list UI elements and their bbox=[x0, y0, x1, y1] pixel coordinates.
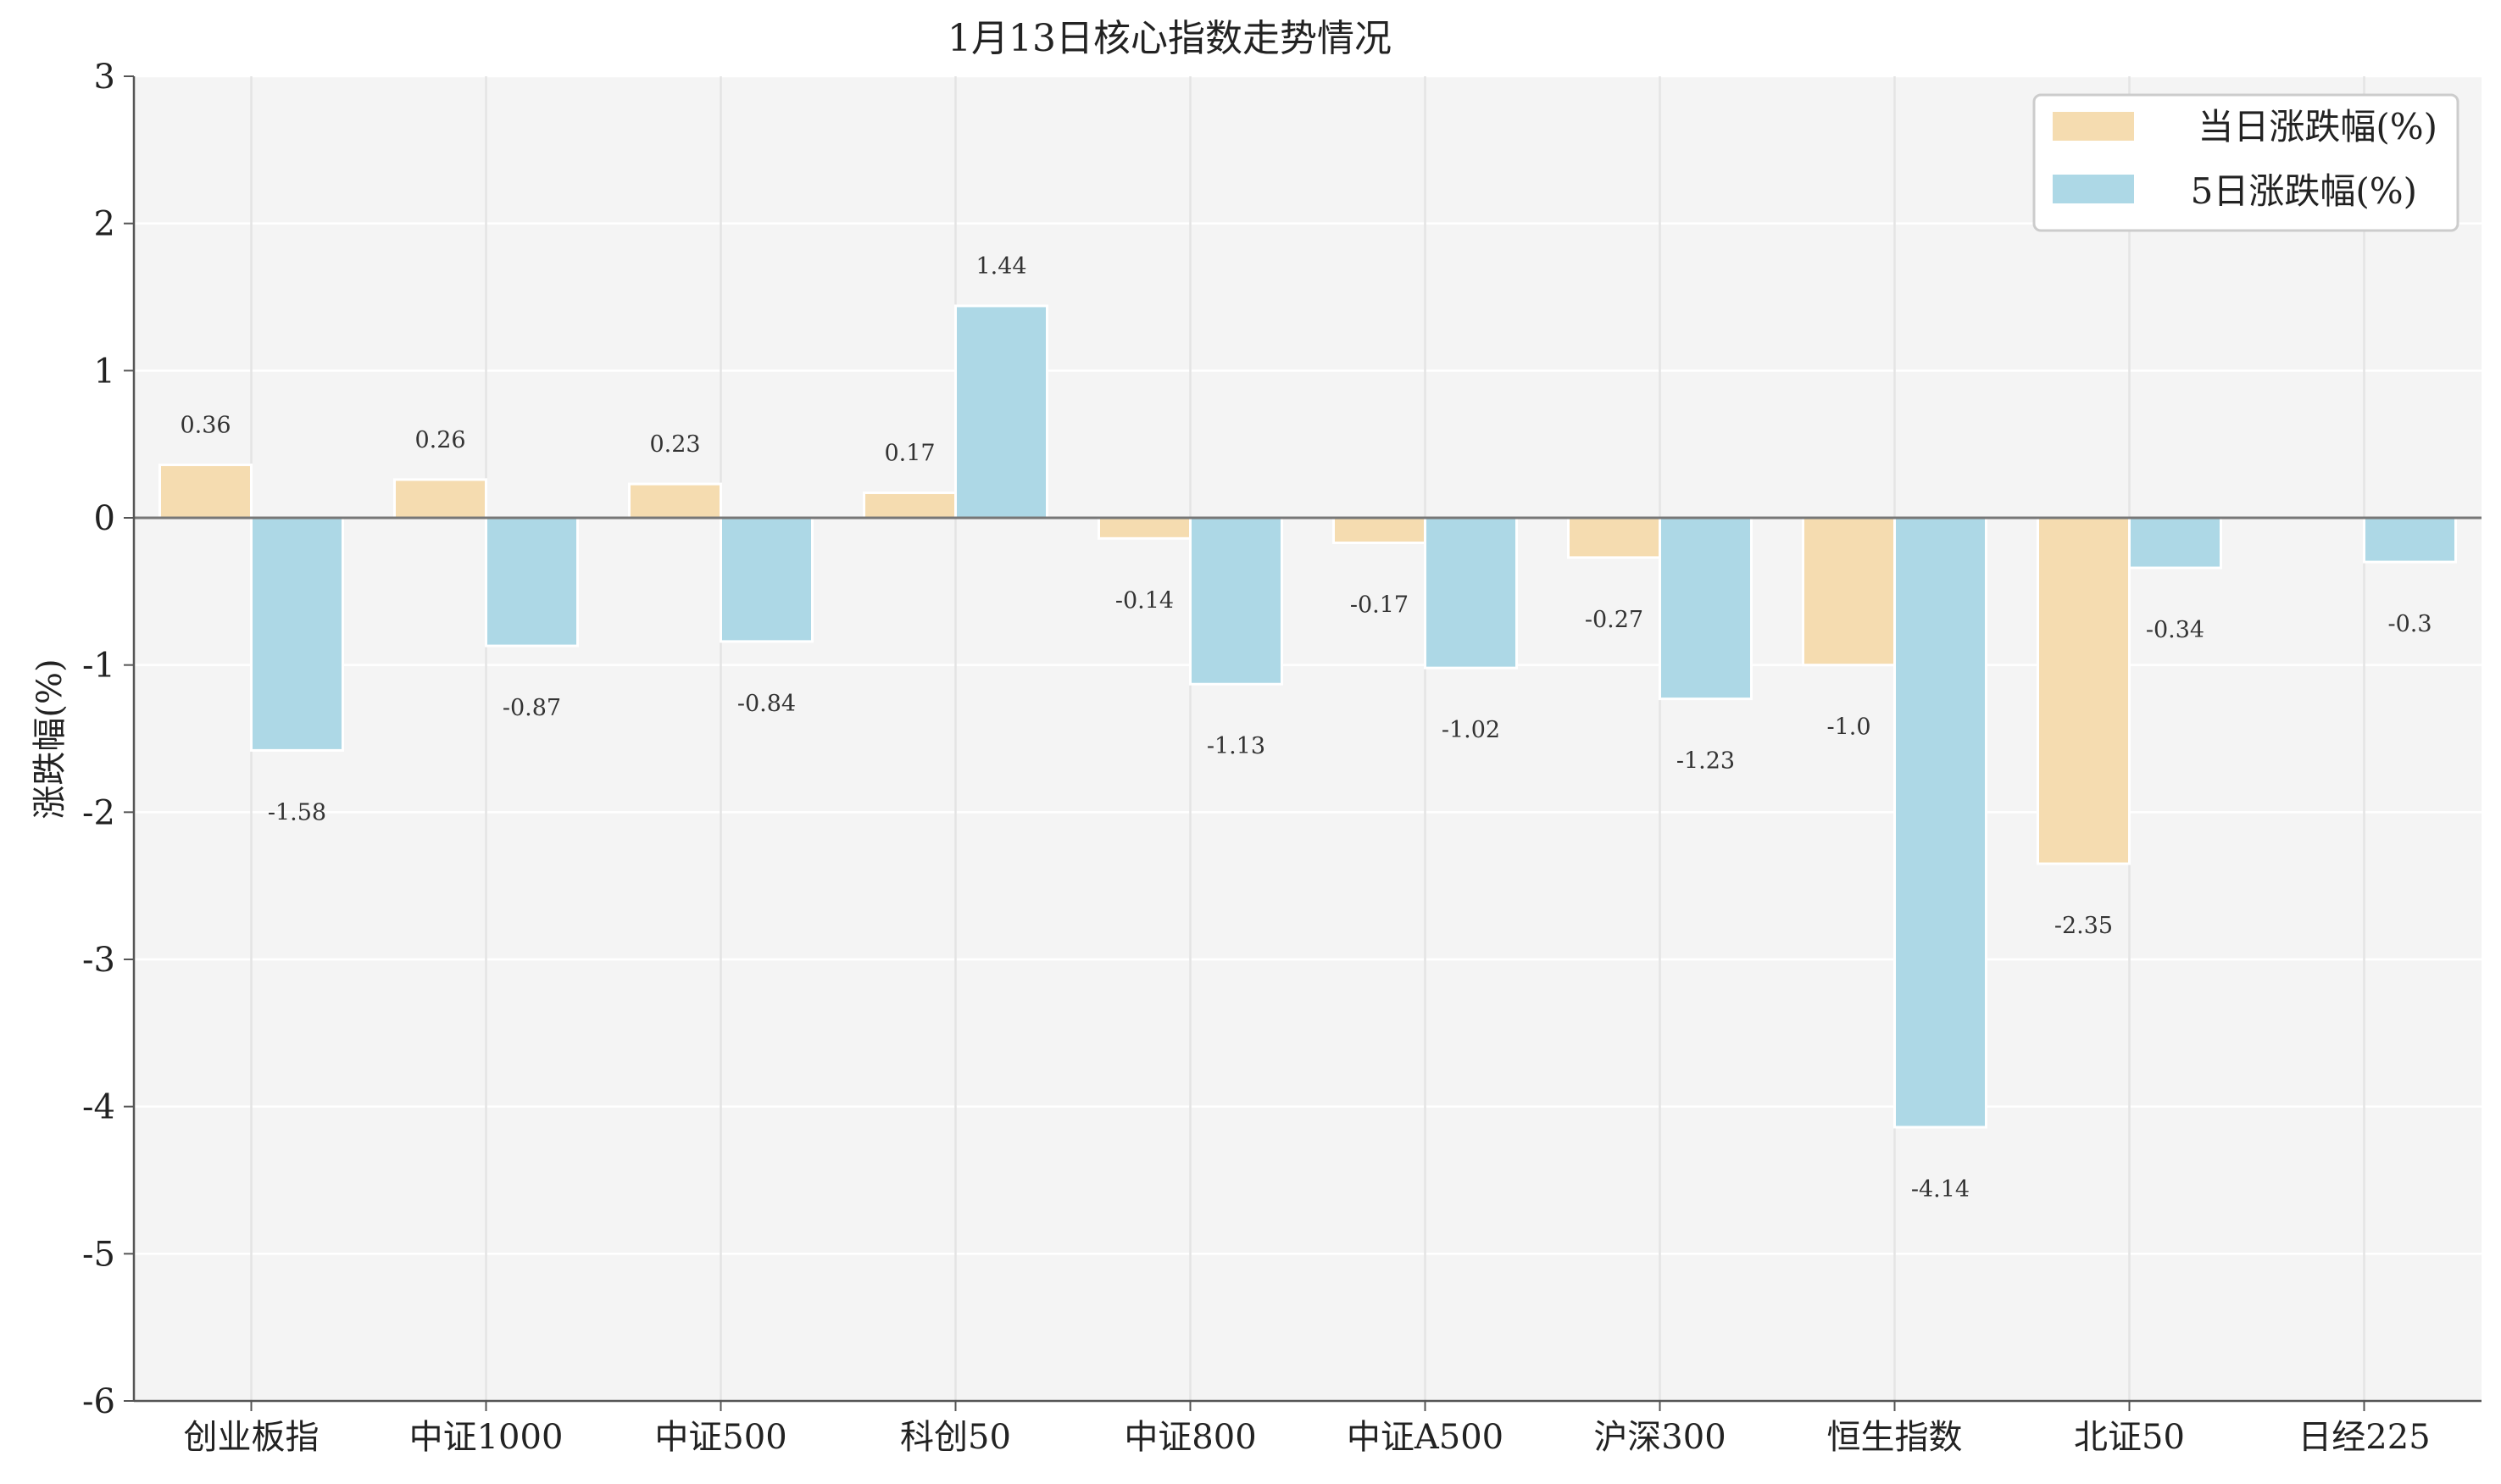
axes: 3 2 1 0 -1 -2 -3 -4 -5 -6 创业板指 中证1000 中证500 科创50 中证800… bbox=[82, 58, 2482, 1457]
y-tick-label: -1 bbox=[82, 647, 115, 686]
y-tick-label: -4 bbox=[82, 1088, 115, 1127]
data-label: 0.17 bbox=[884, 440, 935, 466]
data-label: -0.3 bbox=[2387, 611, 2432, 637]
data-label: 1.44 bbox=[975, 253, 1026, 280]
category-label: 科创50 bbox=[900, 1418, 1011, 1457]
data-label: -0.84 bbox=[737, 691, 796, 717]
category-label: 中证A500 bbox=[1347, 1418, 1503, 1457]
legend-box bbox=[2032, 93, 2459, 232]
bar bbox=[1424, 516, 1518, 670]
bar bbox=[2037, 516, 2131, 865]
bar bbox=[1098, 516, 1192, 540]
bar bbox=[1567, 516, 1661, 559]
data-label: -0.17 bbox=[1350, 592, 1409, 619]
data-label: 0.26 bbox=[414, 427, 465, 453]
legend-swatch-5day bbox=[2053, 175, 2134, 203]
y-tick-label: 1 bbox=[94, 352, 115, 391]
data-label: -1.0 bbox=[1826, 714, 1870, 741]
legend: 当日涨跌幅(%) 5日涨跌幅(%) bbox=[2032, 93, 2459, 232]
category-label: 恒生指数 bbox=[1827, 1418, 1963, 1457]
bar bbox=[1189, 516, 1283, 686]
y-tick-label: 2 bbox=[94, 205, 115, 244]
bar bbox=[1659, 516, 1753, 701]
chart-title: 1月13日核心指数走势情况 bbox=[948, 17, 1392, 60]
category-label: 中证1000 bbox=[409, 1418, 564, 1457]
bar bbox=[1332, 516, 1426, 545]
data-label: -1.13 bbox=[1207, 733, 1265, 759]
y-tick-label: -3 bbox=[82, 941, 115, 980]
category-label: 创业板指 bbox=[184, 1418, 320, 1457]
bar bbox=[863, 491, 957, 520]
data-label: -1.58 bbox=[268, 799, 326, 825]
data-labels: 0.36 0.26 0.23 0.17 -0.14 -0.17 -0.27 -1.0 -2.35… bbox=[180, 253, 2432, 1203]
legend-label-5day: 5日涨跌幅(%) bbox=[2191, 170, 2417, 212]
y-axis-label: 涨跌幅(%) bbox=[31, 659, 69, 819]
y-tick-label: 0 bbox=[94, 499, 115, 538]
bar bbox=[1802, 516, 1896, 667]
bar bbox=[158, 463, 253, 520]
data-label: -0.87 bbox=[503, 695, 561, 721]
bar bbox=[485, 516, 579, 648]
category-label: 北证50 bbox=[2074, 1418, 2185, 1457]
y-tick-label: -2 bbox=[82, 793, 115, 832]
bar bbox=[720, 516, 814, 643]
bar bbox=[393, 478, 487, 520]
legend-label-daily: 当日涨跌幅(%) bbox=[2198, 106, 2437, 147]
data-label: -1.23 bbox=[1676, 748, 1735, 775]
bar bbox=[1893, 516, 1987, 1129]
data-label: 0.36 bbox=[180, 412, 231, 438]
bar bbox=[628, 482, 722, 520]
bar bbox=[954, 304, 1048, 520]
category-label: 沪深300 bbox=[1593, 1418, 1726, 1457]
category-label: 日经225 bbox=[2298, 1418, 2430, 1457]
data-label: -0.14 bbox=[1115, 587, 1174, 614]
data-label: -2.35 bbox=[2054, 913, 2113, 939]
data-label: 0.23 bbox=[649, 431, 700, 458]
bar bbox=[250, 516, 344, 752]
data-label: -1.02 bbox=[1442, 717, 1500, 743]
bar bbox=[2363, 516, 2457, 564]
y-tick-label: -5 bbox=[82, 1235, 115, 1274]
legend-swatch-daily bbox=[2053, 112, 2134, 141]
y-tick-label: -6 bbox=[82, 1382, 115, 1421]
y-tick-label: 3 bbox=[94, 58, 115, 97]
data-label: -4.14 bbox=[1911, 1176, 1970, 1203]
data-label: -0.27 bbox=[1585, 607, 1643, 633]
category-label: 中证500 bbox=[654, 1418, 786, 1457]
data-label: -0.34 bbox=[2146, 617, 2204, 643]
category-label: 中证800 bbox=[1124, 1418, 1256, 1457]
bar bbox=[2128, 516, 2222, 570]
